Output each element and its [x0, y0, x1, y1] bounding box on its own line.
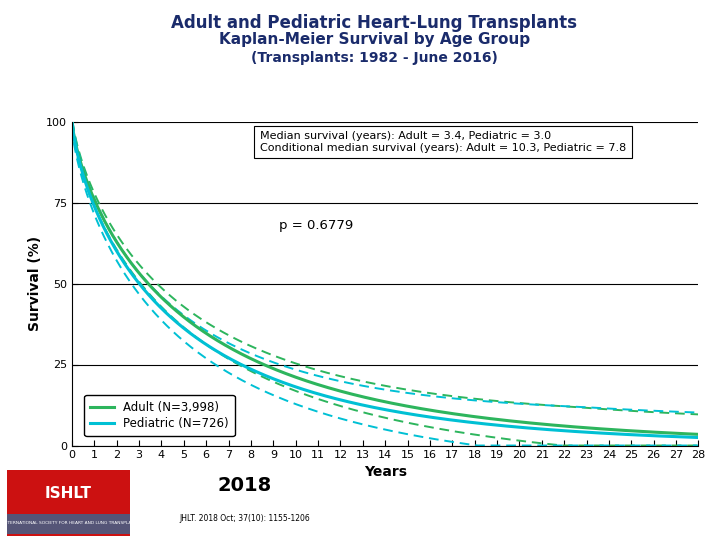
Bar — [7, 514, 130, 534]
Y-axis label: Survival (%): Survival (%) — [28, 236, 42, 331]
X-axis label: Years: Years — [364, 464, 407, 478]
Text: 2018: 2018 — [217, 476, 272, 495]
Text: Median survival (years): Adult = 3.4, Pediatric = 3.0
Conditional median surviva: Median survival (years): Adult = 3.4, Pe… — [260, 131, 626, 153]
Text: Adult and Pediatric Heart-Lung Transplants: Adult and Pediatric Heart-Lung Transplan… — [171, 14, 577, 31]
Legend: Adult (N=3,998), Pediatric (N=726): Adult (N=3,998), Pediatric (N=726) — [84, 395, 235, 436]
Text: Kaplan-Meier Survival by Age Group: Kaplan-Meier Survival by Age Group — [219, 32, 530, 48]
Text: ISHLT: ISHLT — [45, 485, 92, 501]
Text: (Transplants: 1982 - June 2016): (Transplants: 1982 - June 2016) — [251, 51, 498, 65]
Text: ISHLT • INTERNATIONAL SOCIETY FOR HEART AND LUNG TRANSPLANTATION: ISHLT • INTERNATIONAL SOCIETY FOR HEART … — [0, 521, 150, 525]
Text: JHLT. 2018 Oct; 37(10): 1155-1206: JHLT. 2018 Oct; 37(10): 1155-1206 — [179, 514, 310, 523]
Bar — [7, 470, 130, 536]
Text: p = 0.6779: p = 0.6779 — [279, 219, 353, 232]
